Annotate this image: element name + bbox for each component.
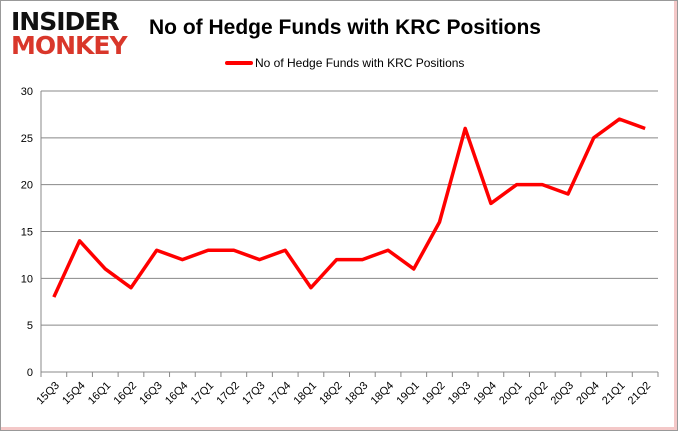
x-tick-label: 17Q2 bbox=[214, 380, 242, 408]
logo-line1: INSIDER bbox=[11, 7, 120, 36]
x-tick-label: 15Q3 bbox=[34, 380, 62, 408]
x-tick-label: 20Q3 bbox=[549, 380, 577, 408]
logo-line2: MONKEY bbox=[11, 31, 128, 60]
legend-swatch bbox=[225, 61, 253, 65]
x-tick-label: 21Q2 bbox=[626, 380, 654, 408]
x-tick-label: 19Q2 bbox=[420, 380, 448, 408]
x-tick-label: 18Q4 bbox=[369, 380, 397, 408]
chart-title: No of Hedge Funds with KRC Positions bbox=[149, 16, 541, 39]
x-tick-label: 16Q4 bbox=[163, 380, 191, 408]
x-tick-label: 18Q1 bbox=[292, 380, 320, 408]
series-line bbox=[52, 117, 646, 298]
y-tick-label: 10 bbox=[21, 273, 33, 285]
x-tick-label: 21Q1 bbox=[600, 380, 628, 408]
x-tick-label: 15Q4 bbox=[60, 380, 88, 408]
x-tick-label: 19Q4 bbox=[471, 380, 499, 408]
x-tick-label: 19Q3 bbox=[446, 380, 474, 408]
y-tick-label: 0 bbox=[27, 367, 33, 379]
y-tick-label: 5 bbox=[27, 320, 33, 332]
legend-label: No of Hedge Funds with KRC Positions bbox=[255, 56, 465, 70]
x-tick-label: 20Q1 bbox=[497, 380, 525, 408]
y-tick-label: 20 bbox=[21, 180, 33, 192]
x-tick-label: 16Q3 bbox=[137, 380, 165, 408]
x-tick-label: 20Q4 bbox=[574, 380, 602, 408]
y-tick-label: 15 bbox=[21, 227, 33, 239]
x-tick-label: 16Q1 bbox=[86, 380, 114, 408]
legend: No of Hedge Funds with KRC Positions bbox=[225, 56, 464, 70]
x-tick-label: 18Q3 bbox=[343, 380, 371, 408]
x-tick-label: 17Q1 bbox=[189, 380, 217, 408]
x-tick-label: 17Q4 bbox=[266, 380, 294, 408]
x-tick-label: 17Q3 bbox=[240, 380, 268, 408]
x-tick-label: 19Q1 bbox=[394, 380, 422, 408]
x-tick-label: 16Q2 bbox=[112, 380, 140, 408]
x-tick-label: 20Q2 bbox=[523, 380, 551, 408]
y-tick-label: 30 bbox=[21, 86, 33, 98]
y-tick-label: 25 bbox=[21, 133, 33, 145]
x-tick-label: 18Q2 bbox=[317, 380, 345, 408]
